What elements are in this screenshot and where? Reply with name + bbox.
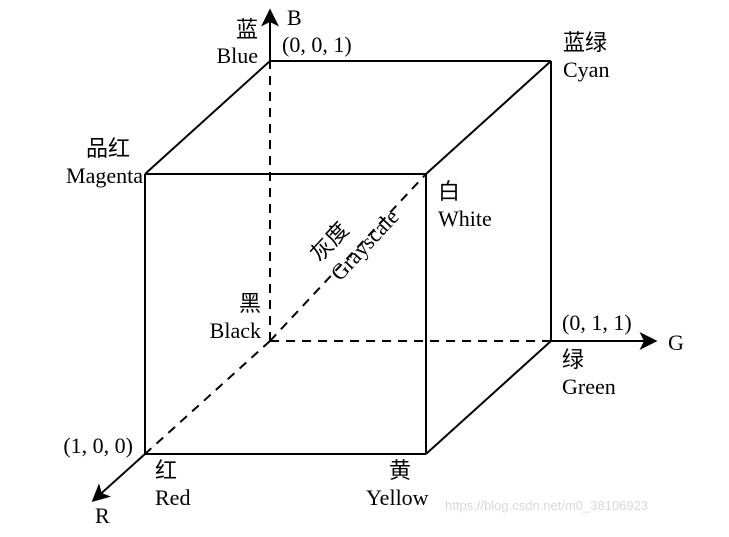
edge-origin-red (145, 341, 270, 454)
green-coord: (0, 1, 1) (562, 310, 632, 335)
edge-cyan-white (426, 61, 551, 174)
white-label-cn: 白 (438, 179, 460, 204)
red-label-en: Red (155, 485, 190, 510)
blue-label-en: Blue (216, 43, 258, 68)
magenta-label-cn: 品红 (86, 136, 130, 161)
yellow-label-en: Yellow (366, 485, 429, 510)
blue-coord: (0, 0, 1) (282, 32, 352, 57)
red-label-cn: 红 (155, 458, 177, 483)
axis-g-label: G (668, 330, 684, 355)
blue-label-cn: 蓝 (236, 17, 258, 42)
red-coord: (1, 0, 0) (63, 433, 133, 458)
rgb-color-cube-diagram: B G R 蓝 Blue (0, 0, 1) 蓝绿 Cyan 品红 Magent… (0, 0, 729, 537)
edge-blue-magenta (145, 61, 270, 174)
axis-r (95, 454, 145, 499)
edge-yellow-green (426, 341, 551, 454)
axis-r-label: R (95, 503, 110, 528)
watermark-text: https://blog.csdn.net/m0_38106923 (445, 498, 648, 513)
white-label-en: White (438, 206, 492, 231)
green-label-cn: 绿 (562, 347, 584, 372)
cyan-label-en: Cyan (563, 57, 609, 82)
black-label-en: Black (210, 318, 261, 343)
cyan-label-cn: 蓝绿 (563, 30, 607, 55)
axis-b-label: B (287, 5, 302, 30)
green-label-en: Green (562, 374, 616, 399)
magenta-label-en: Magenta (66, 163, 143, 188)
yellow-label-cn: 黄 (389, 458, 411, 483)
black-label-cn: 黑 (239, 291, 261, 316)
